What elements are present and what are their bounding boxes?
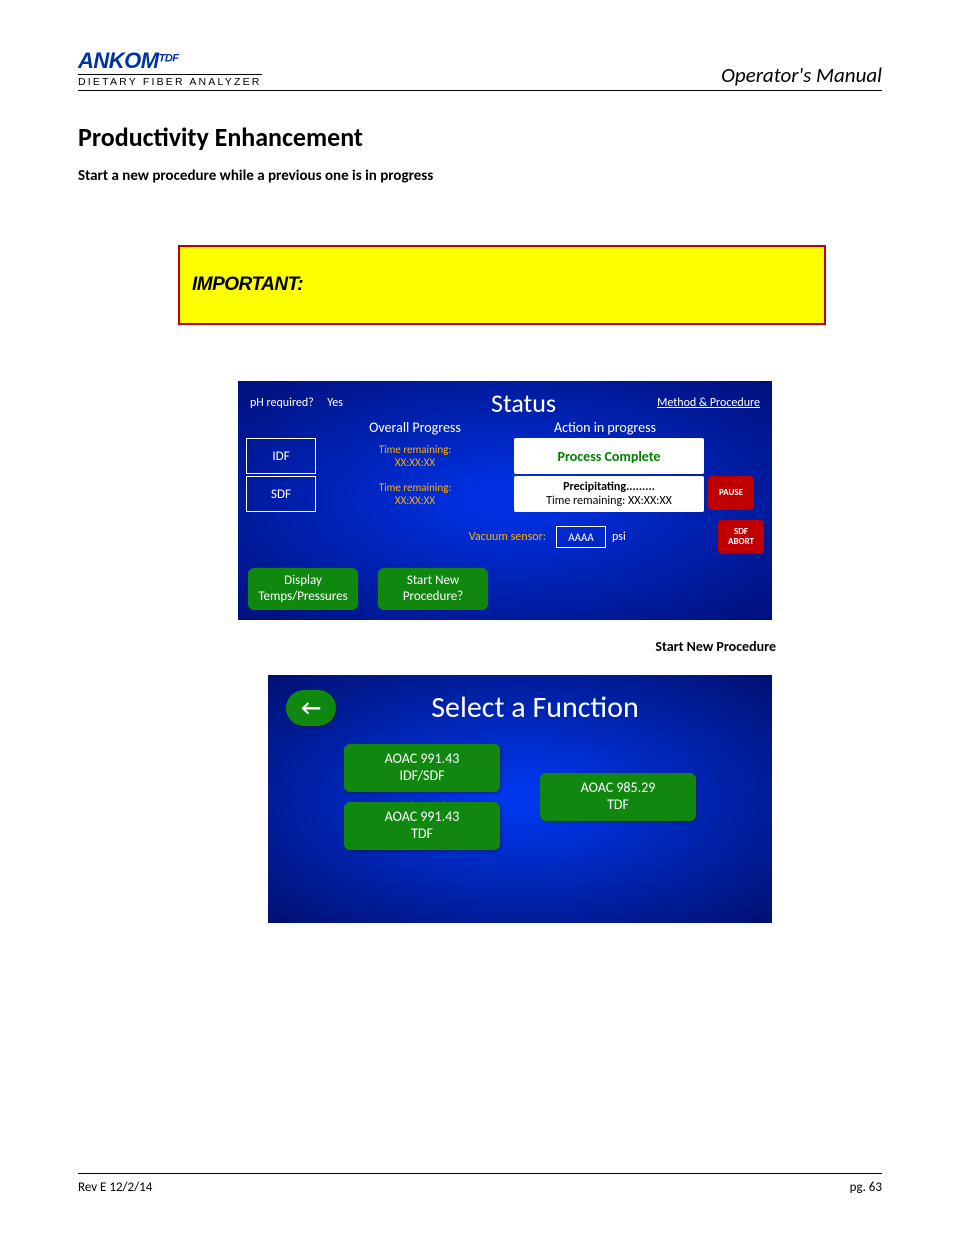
status-title: Status <box>390 387 657 419</box>
aoac-991-43-tdf-button[interactable]: AOAC 991.43 TDF <box>344 802 500 850</box>
section-subheading: Start a new procedure while a previous o… <box>78 167 882 185</box>
sdf-time-remaining: Time remaining: XX:XX:XX <box>320 476 510 512</box>
aoac-991-43-idf-sdf-button[interactable]: AOAC 991.43 IDF/SDF <box>344 744 500 792</box>
logo-main: ANKOM <box>78 48 159 73</box>
important-label: IMPORTANT: <box>192 274 303 296</box>
logo: ANKOMTDF DIETARY FIBER ANALYZER <box>78 50 262 88</box>
status-screen: pH required? Yes Status Method & Procedu… <box>238 381 772 620</box>
important-callout: IMPORTANT: <box>178 245 826 325</box>
select-function-title: Select a Function <box>356 689 754 726</box>
select-function-screen: ← Select a Function AOAC 991.43 IDF/SDF … <box>268 675 772 923</box>
sdf-abort-button[interactable]: SDF ABORT <box>718 520 764 554</box>
vacuum-sensor-value: AAAA <box>556 526 606 548</box>
back-button[interactable]: ← <box>286 690 336 726</box>
logo-sup: TDF <box>159 53 179 65</box>
screenshot-caption: Start New Procedure <box>78 638 776 655</box>
action-in-progress-header: Action in progress <box>510 419 700 436</box>
sdf-action-status: Precipitating......... Time remaining: X… <box>514 476 704 512</box>
page-header: ANKOMTDF DIETARY FIBER ANALYZER Operator… <box>78 50 882 91</box>
section-heading: Productivity Enhancement <box>78 121 882 153</box>
start-new-procedure-button[interactable]: Start New Procedure? <box>378 568 488 610</box>
ph-required-label: pH required? <box>250 396 314 410</box>
display-temps-pressures-button[interactable]: Display Temps/Pressures <box>248 568 358 610</box>
sdf-label: SDF <box>246 476 316 512</box>
footer-page-number: pg. 63 <box>850 1180 882 1195</box>
vacuum-sensor-label: Vacuum sensor: <box>246 530 550 544</box>
ph-required-value: Yes <box>327 396 343 410</box>
manual-title: Operator's Manual <box>721 62 882 88</box>
aoac-985-29-tdf-button[interactable]: AOAC 985.29 TDF <box>540 773 696 821</box>
method-procedure-link[interactable]: Method & Procedure <box>657 396 760 410</box>
back-arrow-icon: ← <box>301 694 321 721</box>
pause-button[interactable]: PAUSE <box>708 476 754 510</box>
footer-revision: Rev E 12/2/14 <box>78 1180 152 1195</box>
idf-time-remaining: Time remaining: XX:XX:XX <box>320 438 510 474</box>
vacuum-sensor-unit: psi <box>612 530 712 544</box>
logo-subtitle: DIETARY FIBER ANALYZER <box>78 74 262 88</box>
overall-progress-header: Overall Progress <box>320 419 510 436</box>
idf-label: IDF <box>246 438 316 474</box>
page-footer: Rev E 12/2/14 pg. 63 <box>78 1173 882 1195</box>
idf-action-status: Process Complete <box>514 438 704 474</box>
